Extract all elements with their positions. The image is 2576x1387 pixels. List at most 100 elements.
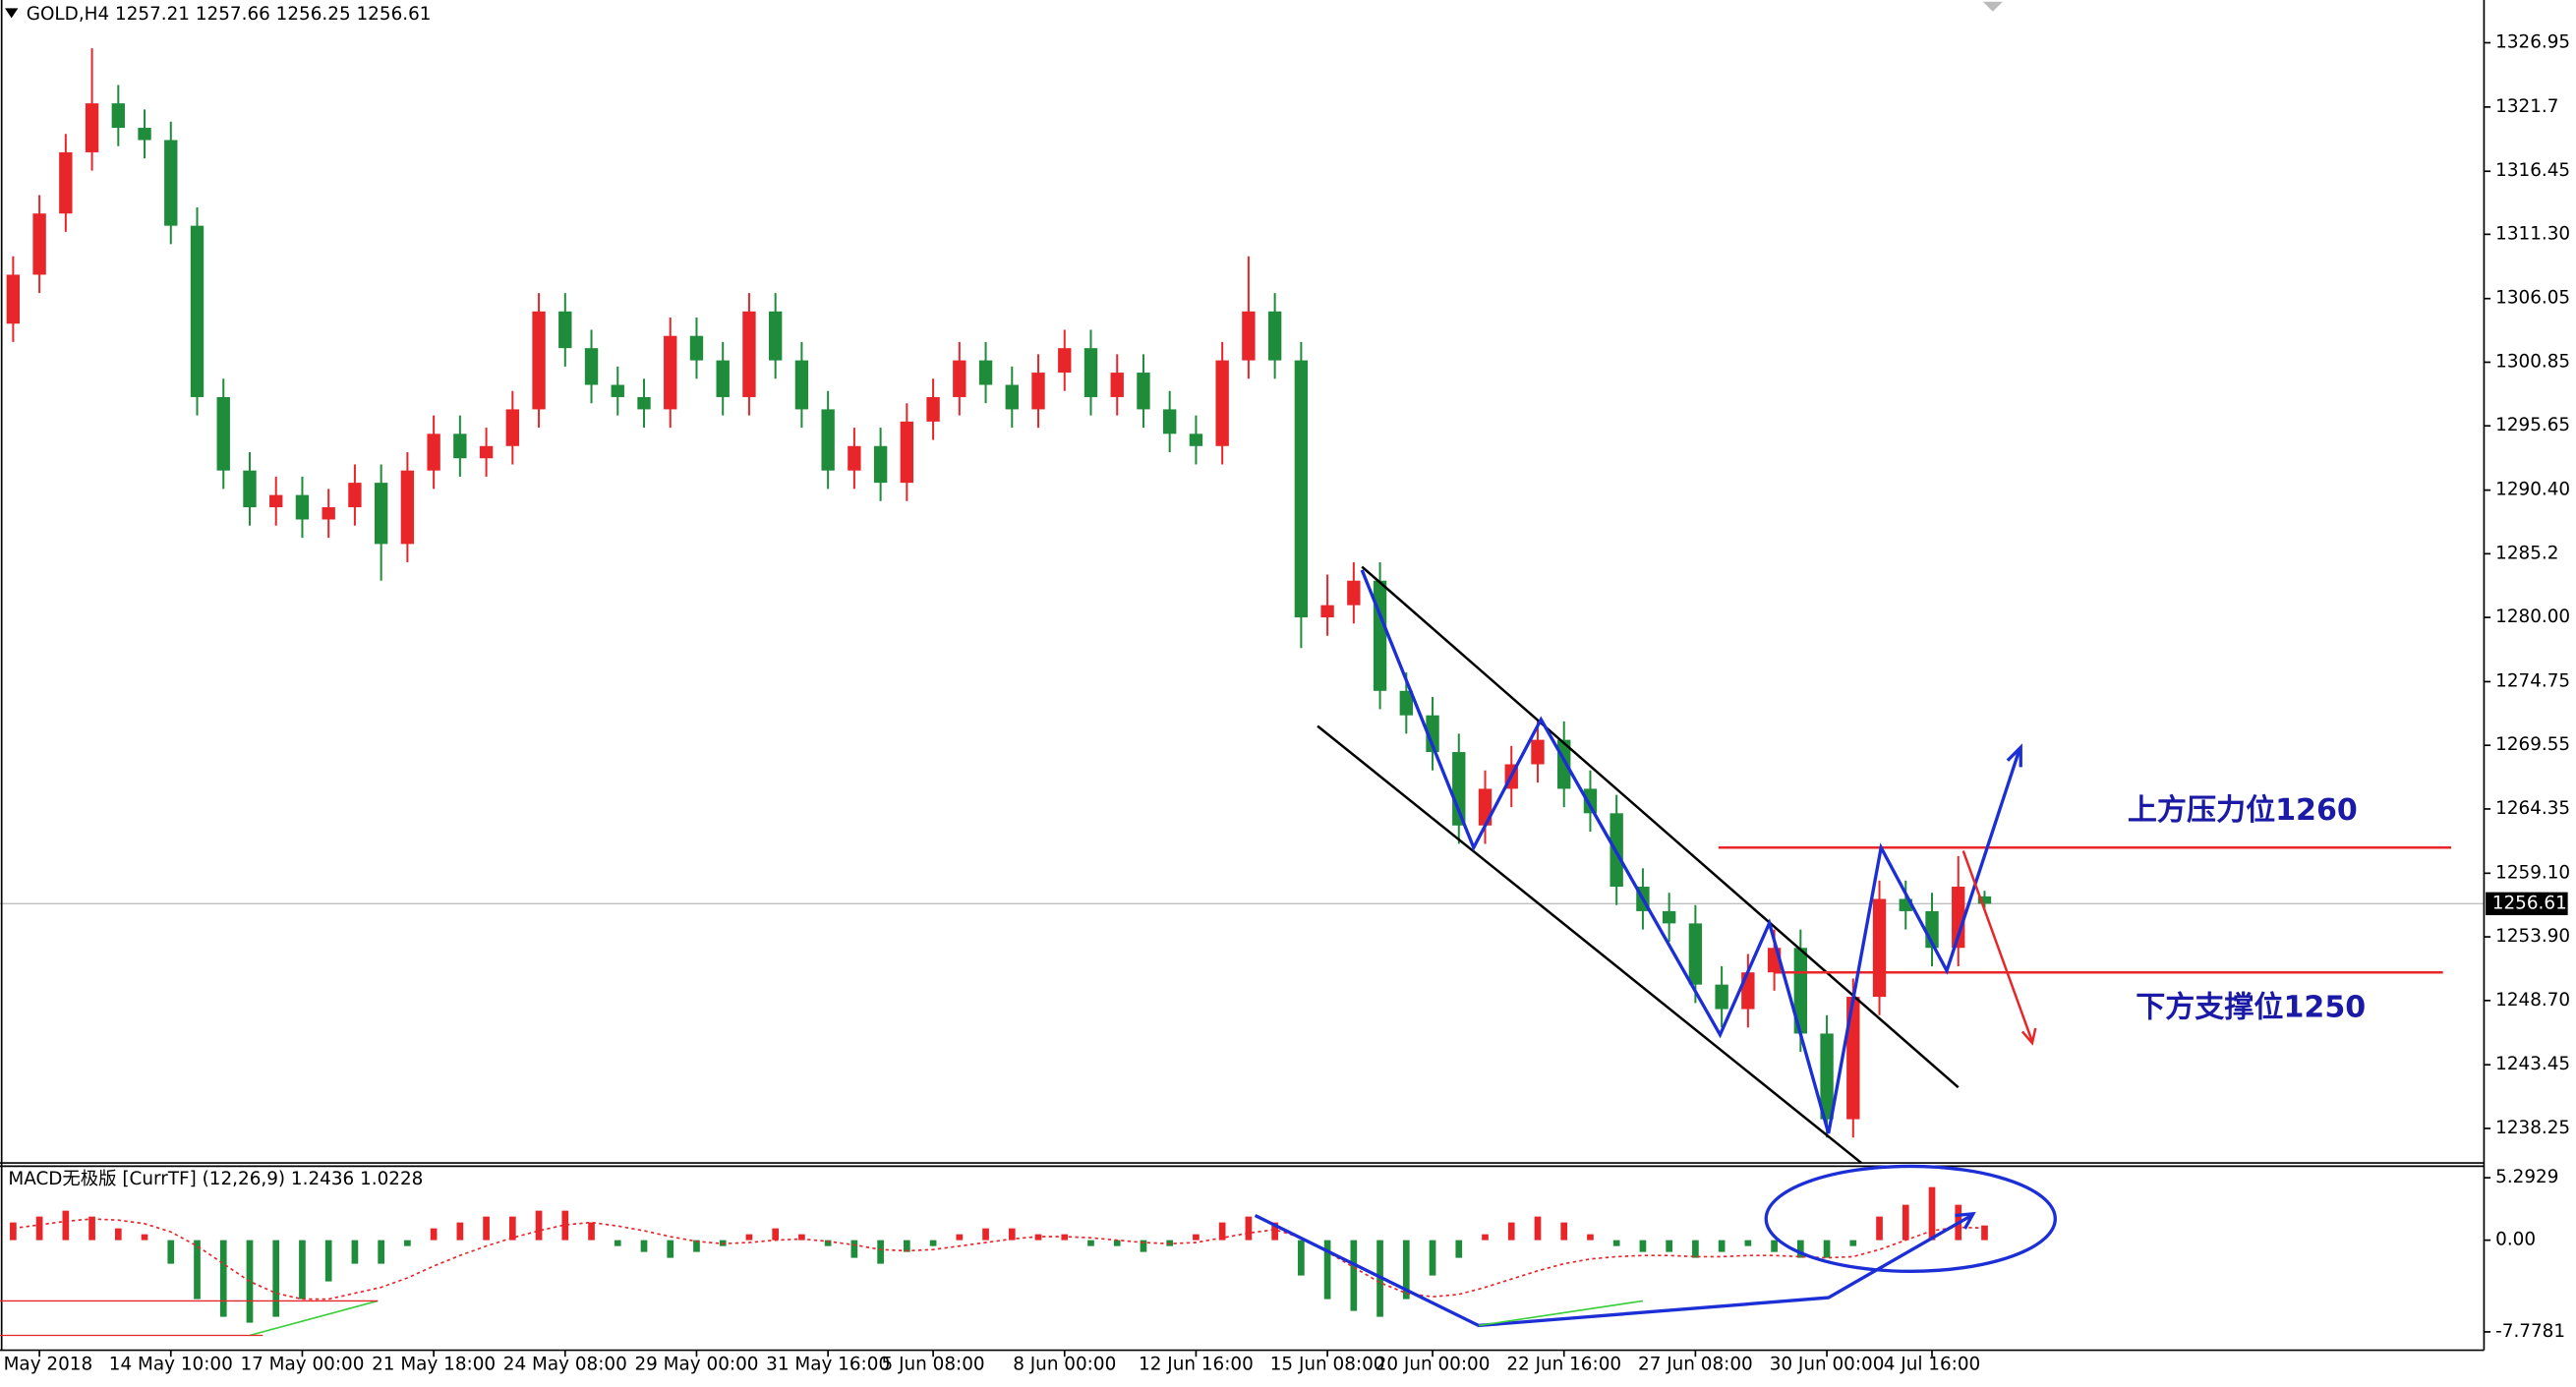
- macd-bar: [1534, 1216, 1542, 1241]
- candle-body: [1452, 752, 1466, 826]
- candle-body: [59, 151, 73, 214]
- macd-bar: [351, 1240, 359, 1264]
- macd-bar: [1482, 1234, 1489, 1241]
- candle-body: [1872, 898, 1887, 998]
- y-tick-label: 1300.85: [2495, 351, 2570, 372]
- candle-body: [1952, 887, 1965, 949]
- shift-marker: [1982, 1, 2003, 12]
- divergence-line: [1478, 1300, 1644, 1327]
- macd-bar: [1823, 1240, 1831, 1258]
- candle-body: [821, 409, 835, 471]
- candle-body: [532, 311, 546, 410]
- macd-bar: [246, 1240, 254, 1323]
- candle-body: [584, 348, 599, 385]
- macd-bar: [1350, 1240, 1358, 1311]
- macd-bar: [1902, 1204, 1909, 1241]
- candle-body: [1320, 605, 1334, 618]
- macd-bar: [299, 1240, 306, 1300]
- chart-title: GOLD,H4 1257.21 1257.66 1256.25 1256.61: [27, 4, 432, 25]
- x-tick-label: 30 Jun 00:00: [1770, 1355, 1885, 1375]
- candle-body: [138, 128, 151, 141]
- candle-body: [1294, 360, 1309, 618]
- macd-bar: [1849, 1240, 1857, 1246]
- candle-body: [216, 396, 230, 471]
- candle-body: [978, 360, 993, 385]
- macd-bar: [141, 1234, 148, 1241]
- candle-body: [873, 445, 888, 484]
- arrow-head: [2020, 1027, 2037, 1046]
- y-tick-label: 1316.45: [2495, 160, 2570, 181]
- candle-body: [1163, 409, 1177, 434]
- x-tick-label: 9 May 2018: [0, 1355, 92, 1375]
- bear-arrow: [1961, 850, 2034, 1042]
- x-tick-label: 22 Jun 16:00: [1506, 1355, 1621, 1375]
- signal-line: [13, 1218, 1985, 1300]
- macd-bar: [1796, 1240, 1804, 1258]
- candle-body: [190, 225, 205, 397]
- macd-bar: [1981, 1225, 1988, 1241]
- plot: [0, 41, 2491, 1358]
- macd-bar: [219, 1240, 227, 1317]
- candle-body: [1242, 311, 1256, 361]
- macd-bar: [404, 1240, 411, 1246]
- channel-line: [1317, 724, 1862, 1165]
- macd-bar: [1323, 1240, 1331, 1300]
- candle-body: [1189, 433, 1203, 446]
- candle-body: [243, 470, 257, 508]
- candle-body: [953, 360, 966, 397]
- menu-triangle[interactable]: [5, 8, 19, 19]
- y-tick-label: 1321.7: [2495, 96, 2558, 117]
- y-tick-label: 1264.35: [2495, 798, 2570, 819]
- macd-bar: [693, 1240, 700, 1252]
- candle-body: [1373, 580, 1387, 691]
- macd-bar: [1771, 1240, 1778, 1252]
- candle-body: [1715, 984, 1728, 1010]
- macd-bar: [982, 1228, 989, 1241]
- macd-bar: [1587, 1234, 1594, 1241]
- y-tick-label: 1295.65: [2495, 415, 2570, 435]
- candle-body: [1005, 384, 1019, 410]
- divergence-line: [249, 1300, 379, 1337]
- y-tick-label: 1306.05: [2495, 288, 2570, 309]
- candle-body: [1058, 348, 1072, 374]
- x-tick-label: 24 May 08:00: [503, 1355, 627, 1375]
- candle-body: [1137, 373, 1150, 410]
- macd-bar: [1455, 1240, 1463, 1258]
- candle-body: [427, 433, 440, 471]
- candle-body: [1688, 923, 1703, 985]
- candle-body: [322, 507, 335, 520]
- macd-bar: [1560, 1222, 1568, 1241]
- y-tick-label: 1248.70: [2495, 990, 2570, 1011]
- macd-bar: [430, 1228, 438, 1241]
- candle-body: [611, 384, 624, 397]
- candle-body: [295, 494, 310, 520]
- macd-bar: [745, 1234, 753, 1241]
- macd-bar: [561, 1210, 569, 1241]
- x-tick-label: 12 Jun 16:00: [1139, 1355, 1254, 1375]
- macd-bar: [1140, 1240, 1147, 1252]
- candle-body: [479, 445, 494, 459]
- macd-bar: [956, 1234, 964, 1241]
- y-tick-label: 1269.55: [2495, 734, 2570, 755]
- x-tick-label: 8 Jun 00:00: [1013, 1355, 1116, 1375]
- candle-body: [742, 311, 756, 397]
- macd-bar: [798, 1234, 805, 1241]
- x-tick-label: 21 May 18:00: [372, 1355, 496, 1375]
- candle-body: [374, 483, 388, 545]
- macd-bar: [1113, 1240, 1121, 1246]
- y-tick-label: -7.7781: [2495, 1321, 2565, 1342]
- candle-body: [400, 470, 415, 545]
- candle-body: [768, 311, 783, 361]
- candle-body: [1215, 360, 1229, 446]
- macd-bar: [35, 1216, 43, 1241]
- macd-bar: [1271, 1222, 1278, 1241]
- candle-body: [111, 103, 125, 129]
- candle-body: [637, 396, 651, 410]
- x-tick-label: 17 May 00:00: [240, 1355, 364, 1375]
- macd-bar: [614, 1240, 621, 1246]
- candle-body: [716, 360, 730, 397]
- macd-bar: [1692, 1240, 1699, 1258]
- indicator-title: MACD无极版 [CurrTF] (12,26,9) 1.2436 1.0228: [8, 1169, 423, 1189]
